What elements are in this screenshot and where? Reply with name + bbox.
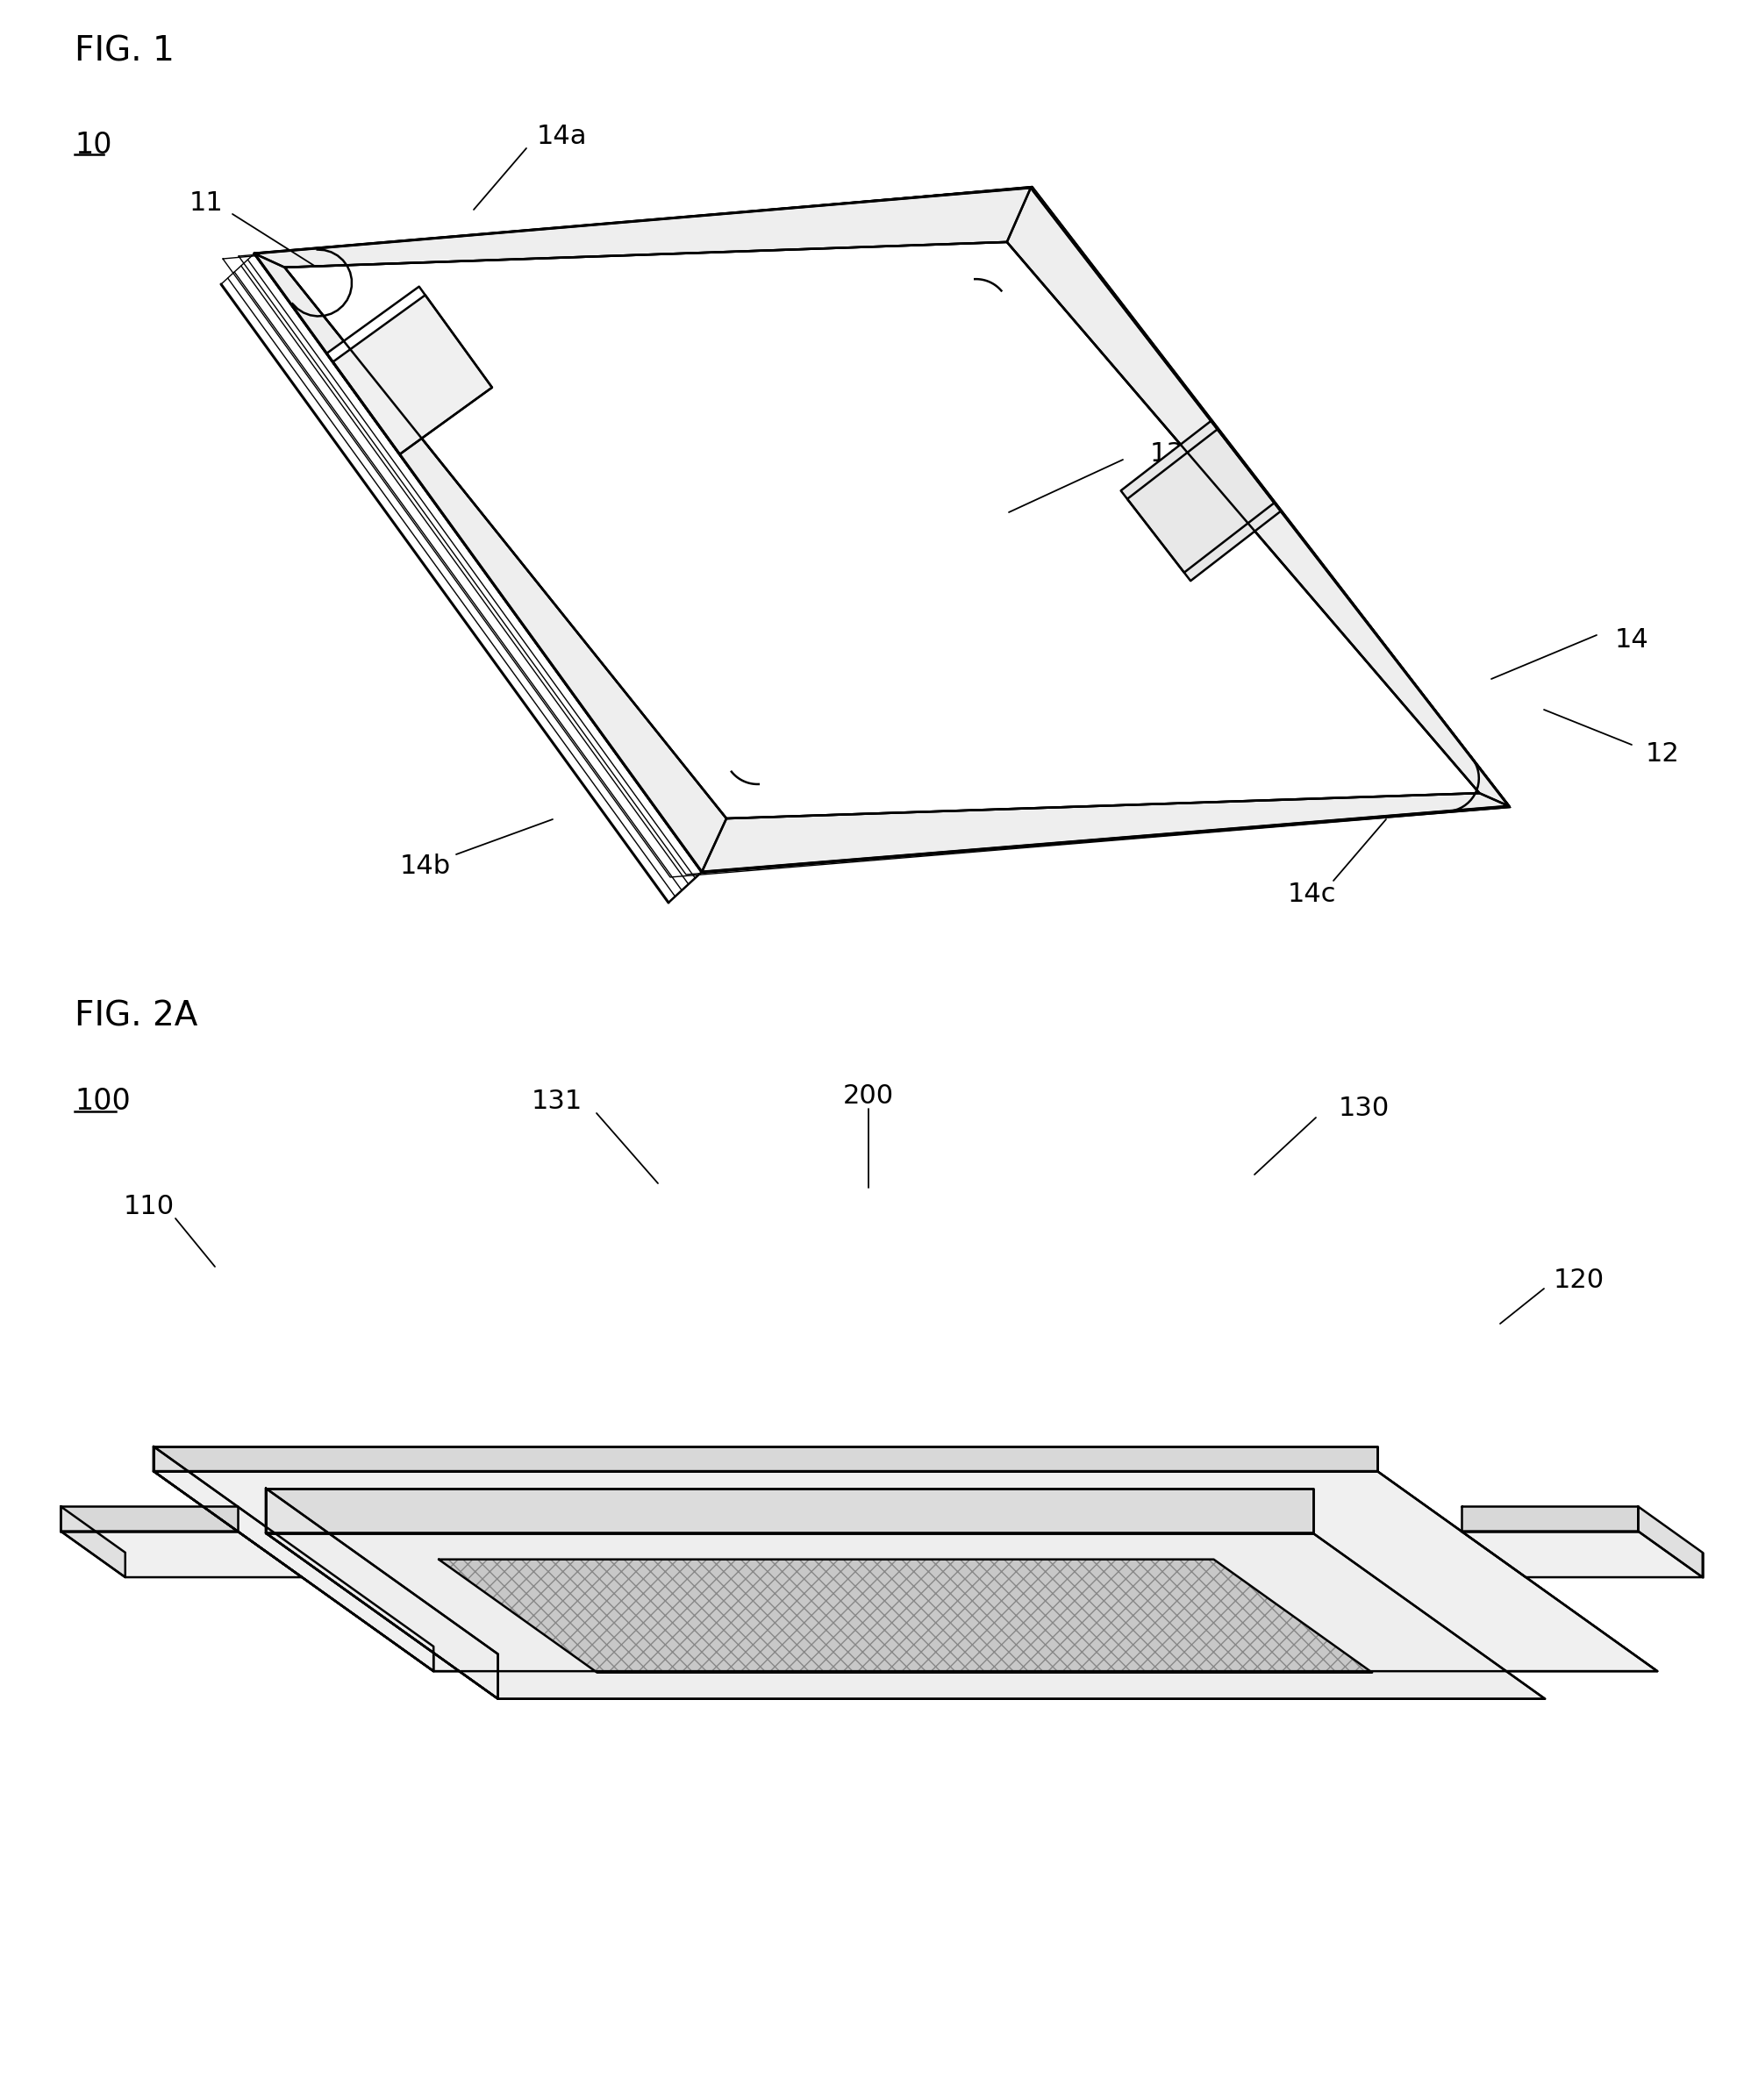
Polygon shape — [326, 286, 492, 454]
Text: 130: 130 — [1339, 1096, 1390, 1121]
Text: FIG. 1: FIG. 1 — [75, 34, 174, 67]
Polygon shape — [333, 296, 492, 454]
Text: 11: 11 — [188, 189, 223, 216]
Polygon shape — [1121, 420, 1280, 582]
Text: 200: 200 — [842, 1084, 895, 1109]
Text: 14: 14 — [1615, 626, 1648, 653]
Polygon shape — [439, 1560, 1373, 1672]
Polygon shape — [1461, 1506, 1638, 1531]
Text: 13: 13 — [1149, 441, 1184, 466]
Polygon shape — [153, 1447, 434, 1672]
Polygon shape — [153, 1447, 1378, 1472]
Polygon shape — [61, 1506, 126, 1577]
Text: 14a: 14a — [535, 124, 586, 149]
Polygon shape — [265, 1489, 1313, 1533]
Polygon shape — [284, 242, 1479, 819]
Text: 131: 131 — [532, 1090, 582, 1115]
Polygon shape — [265, 1533, 1545, 1699]
Polygon shape — [1127, 428, 1275, 573]
Polygon shape — [255, 187, 1031, 267]
Polygon shape — [255, 254, 727, 872]
Text: 110: 110 — [124, 1195, 174, 1220]
Text: 12: 12 — [1645, 741, 1679, 766]
Text: 10: 10 — [75, 130, 112, 160]
Polygon shape — [1638, 1506, 1702, 1577]
Polygon shape — [153, 1472, 1657, 1672]
Polygon shape — [1461, 1531, 1702, 1577]
Text: 14c: 14c — [1287, 882, 1336, 907]
Text: FIG. 2A: FIG. 2A — [75, 1000, 197, 1033]
Polygon shape — [255, 187, 1509, 871]
Polygon shape — [1006, 187, 1509, 806]
Text: 14b: 14b — [399, 853, 452, 878]
Polygon shape — [61, 1506, 237, 1531]
Text: 120: 120 — [1554, 1266, 1604, 1291]
Text: 100: 100 — [75, 1088, 131, 1115]
Polygon shape — [265, 1489, 499, 1699]
Polygon shape — [701, 794, 1509, 872]
Polygon shape — [61, 1531, 302, 1577]
